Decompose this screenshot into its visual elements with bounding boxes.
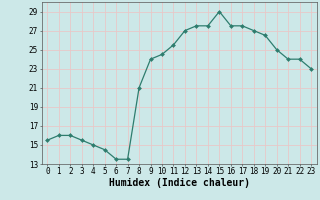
X-axis label: Humidex (Indice chaleur): Humidex (Indice chaleur) — [109, 178, 250, 188]
